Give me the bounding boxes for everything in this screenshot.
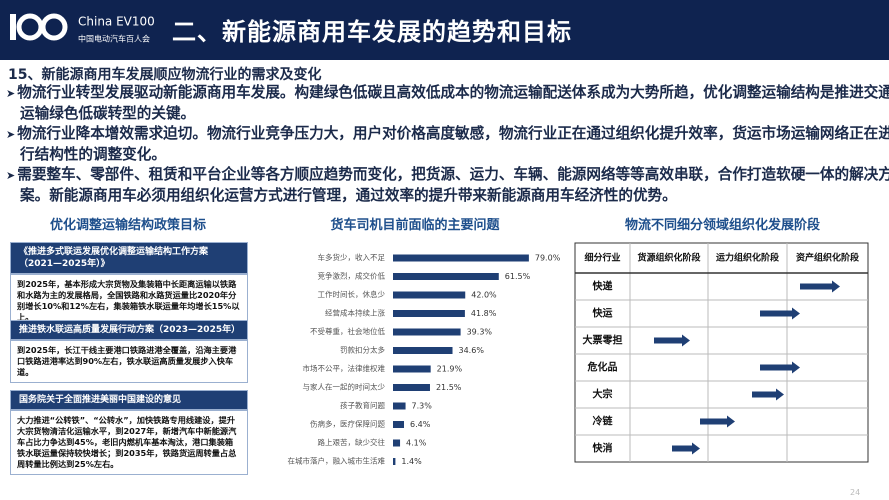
policy-box: 推进铁水联运高质量发展行动方案（2023—2025年） 到2025年，长江干线主… [10, 320, 248, 383]
logo: China EV100 中国电动汽车百人会 [10, 13, 155, 44]
policy-title: 优化调整运输结构政策目标 [49, 218, 206, 233]
table-title: 物流不同细分领域组织化发展阶段 [624, 218, 820, 233]
value-label: 4.1% [406, 439, 427, 448]
row-label: 快运 [592, 307, 613, 320]
value-label: 34.6% [459, 346, 485, 355]
bar [393, 347, 453, 354]
category-label: 伤病多，医疗保障问题 [310, 419, 385, 429]
category-label: 路上艰苦，缺少交往 [318, 437, 386, 447]
stage-arrow [672, 442, 700, 455]
value-label: 42.0% [471, 291, 497, 300]
category-label: 与家人在一起的时间太少 [303, 382, 386, 392]
policy-body: 到2025年，基本形成大宗货物及集装箱中长距离运输以铁路和水路为主的发展格局，全… [10, 274, 248, 328]
value-label: 21.9% [437, 365, 463, 374]
bar [393, 254, 529, 262]
table-frame [574, 242, 869, 463]
row-label: 快递 [592, 280, 613, 293]
category-label: 在城市落户，融入城市生活难 [288, 456, 386, 466]
stage-arrow [654, 334, 690, 347]
stage-arrow [760, 307, 800, 320]
policy-heading: 国务院关于全面推进美丽中国建设的意见 [10, 390, 248, 410]
policy-box: 国务院关于全面推进美丽中国建设的意见 大力推进“公转铁”、“公转水”，加快铁路专… [10, 390, 248, 475]
value-label: 79.0% [535, 254, 561, 263]
chart-title: 货车司机目前面临的主要问题 [330, 218, 500, 233]
stage-arrow [800, 280, 840, 293]
row-label: 冷链 [593, 415, 614, 428]
bar [393, 328, 461, 336]
category-label: 经营成本持续上涨 [325, 308, 385, 318]
policy-heading: 推进铁水联运高质量发展行动方案（2023—2025年） [10, 320, 248, 340]
section-title: 15、新能源商用车发展顺应物流行业的需求及变化 [8, 67, 322, 83]
bar [393, 273, 499, 280]
policy-body: 到2025年，长江干线主要港口铁路进港全覆盖，沿海主要港口铁路进港率达到90%左… [10, 340, 248, 383]
category-label: 罚款扣分太多 [340, 345, 385, 355]
logo-subtitle: 中国电动汽车百人会 [78, 34, 150, 44]
value-label: 7.3% [412, 402, 433, 411]
value-label: 6.4% [410, 420, 431, 429]
value-label: 1.4% [401, 457, 422, 466]
page-number: 24 [850, 488, 861, 497]
category-label: 市场不公平，法律维权难 [303, 363, 386, 373]
table-header: 资产组织化阶段 [796, 252, 860, 264]
value-label: 61.5% [505, 272, 531, 281]
table-header: 货源组织化阶段 [637, 252, 701, 264]
row-label: 快消 [592, 442, 613, 455]
category-label: 孩子教育问题 [340, 400, 385, 410]
bullet: 物流行业转型发展驱动新能源商用车发展。构建绿色低碳且高效低成本的物流运输配送体系… [6, 83, 889, 124]
bar [393, 439, 401, 447]
value-label: 39.3% [467, 328, 493, 337]
category-label: 车多货少，收入不足 [318, 252, 386, 262]
bar [393, 458, 396, 465]
stage-arrow [760, 361, 800, 374]
category-label: 不受尊重，社会地位低 [310, 326, 385, 336]
header-bar [0, 0, 889, 60]
category-label: 竞争激烈，成交价低 [318, 271, 386, 281]
policy-heading: 《推进多式联运发展优化调整运输结构工作方案（2021—2025年）》 [10, 242, 248, 274]
bullet: 物流行业降本增效需求迫切。物流行业竞争压力大，用户对价格高度敏感，物流行业正在通… [6, 124, 889, 165]
bar [393, 310, 465, 317]
value-label: 21.5% [436, 383, 462, 392]
page-title: 二、新能源商用车发展的趋势和目标 [172, 18, 572, 46]
stage-arrow [752, 388, 784, 401]
value-label: 41.8% [471, 309, 497, 318]
bullet: 需要整车、零部件、租赁和平台企业等各方顺应趋势而变化，把货源、运力、车辆、能源网… [6, 165, 889, 206]
row-label: 大宗 [593, 388, 613, 401]
table-header: 运力组织化阶段 [716, 252, 780, 264]
bar [393, 291, 466, 299]
bar [393, 402, 406, 410]
row-label: 大票零担 [583, 334, 623, 347]
row-label: 危化品 [588, 361, 618, 374]
stage-arrow [700, 415, 735, 428]
table: 细分行业 货源组织化阶段 运力组织化阶段 资产组织化阶段快递快运大票零担危化品大宗冷链… [574, 242, 869, 463]
bar [393, 421, 405, 428]
bar [393, 365, 431, 373]
table-header: 细分行业 [584, 252, 620, 264]
policy-body: 大力推进“公转铁”、“公转水”，加快铁路专用线建设，提升大宗货物清洁化运输水平，… [10, 410, 248, 475]
chart: 车多货少，收入不足 79.0% 竞争激烈，成交价低 61.5% 工作时间长，休息少 42.… [288, 252, 561, 466]
policy-box: 《推进多式联运发展优化调整运输结构工作方案（2021—2025年）》 到2025… [10, 242, 248, 328]
category-label: 工作时间长，休息少 [318, 289, 386, 299]
bar [393, 384, 430, 391]
logo-text: China EV100 [78, 15, 155, 29]
